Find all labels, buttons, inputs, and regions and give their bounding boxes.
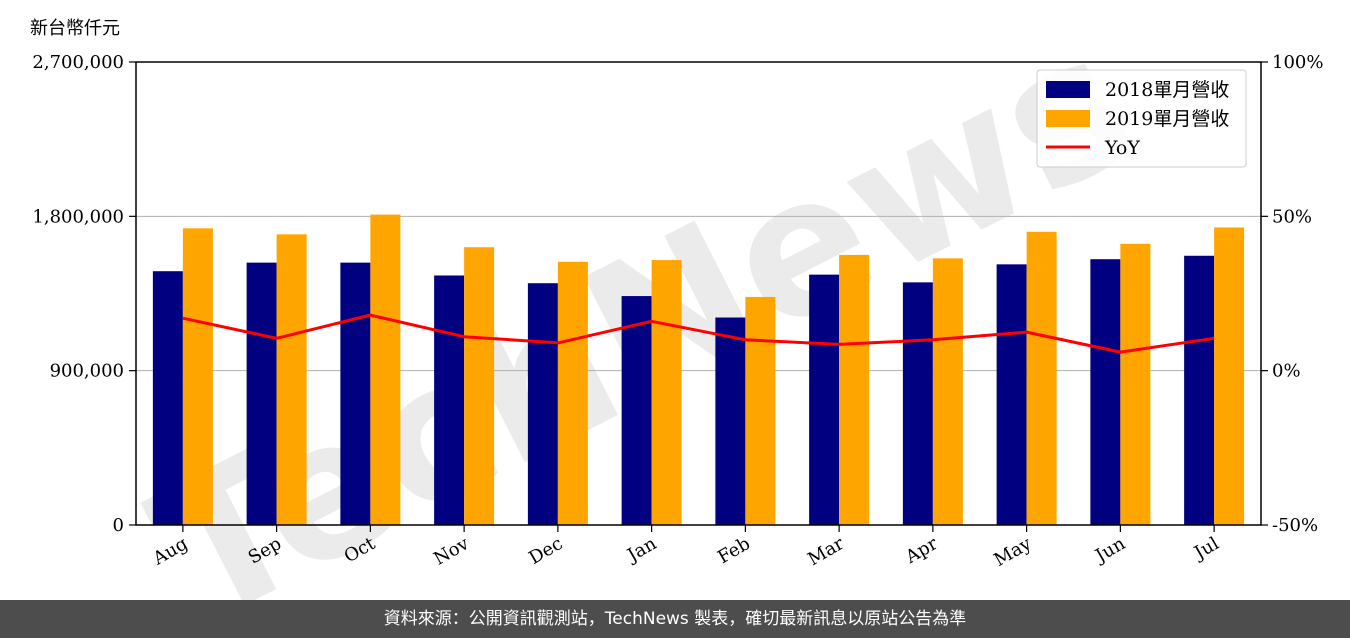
yoy-line	[182, 313, 1215, 354]
bar-2019-dec	[557, 261, 588, 525]
x-tick-label-may: May	[991, 533, 1036, 571]
bar-2019-jun	[1120, 243, 1151, 525]
bar-2018-jan	[621, 296, 652, 525]
bar-2018-nov	[434, 275, 465, 525]
x-tick-label-mar: Mar	[804, 533, 848, 570]
y-left-tick-label: 2,700,000	[32, 52, 124, 73]
y-left-tick-label: 900,000	[50, 361, 124, 382]
bar-2018-jun	[1090, 259, 1121, 525]
x-tick-label-feb: Feb	[714, 533, 754, 568]
legend: 2018單月營收 2019單月營收 YoY	[1036, 69, 1247, 168]
legend-item-2018-label: 2018單月營收	[1105, 79, 1229, 101]
y-right-tick-label: 0%	[1272, 361, 1301, 382]
bar-2019-nov	[464, 247, 495, 525]
legend-item-2018-swatch	[1046, 81, 1090, 98]
footer-source-note: 資料來源：公開資訊觀測站，TechNews 製表，確切最新訊息以原站公告為準	[0, 600, 1350, 638]
bar-2018-oct	[340, 262, 371, 525]
y-axis-unit-label: 新台幣仟元	[30, 18, 120, 39]
bar-2018-mar	[809, 274, 840, 525]
plot-frame	[135, 61, 1262, 526]
bar-2019-feb	[745, 296, 776, 525]
bar-2019-mar	[839, 254, 870, 525]
bar-2018-aug	[152, 271, 183, 525]
bar-2018-apr	[902, 282, 933, 525]
bar-2018-feb	[715, 317, 746, 525]
x-tick-label-jun: Jun	[1090, 533, 1129, 568]
bar-2019-oct	[370, 214, 401, 525]
yoy-line-layer	[182, 313, 1215, 354]
bar-2018-jul	[1184, 255, 1215, 525]
bars	[152, 214, 1245, 526]
bar-2018-dec	[527, 283, 558, 525]
bar-2019-sep	[276, 234, 307, 526]
bar-2019-apr	[932, 258, 963, 525]
bar-2019-may	[1026, 231, 1057, 525]
y-left-tick-label: 0	[113, 515, 124, 536]
y-right-tick-label: 50%	[1272, 206, 1312, 227]
bar-2018-may	[996, 264, 1027, 525]
bar-2018-sep	[246, 262, 277, 525]
y-right-tick-label: -50%	[1272, 515, 1318, 536]
legend-item-2019-swatch	[1046, 110, 1090, 127]
x-tick-label-jul: Jul	[1189, 533, 1223, 565]
grid-lines	[136, 215, 1261, 372]
revenue-chart: TechNews 0900,0001,800,0002,700,000-50%0…	[32, 0, 1323, 600]
y-left-tick-label: 1,800,000	[32, 206, 124, 227]
bar-2019-jan	[651, 260, 682, 525]
x-tick-label-dec: Dec	[525, 533, 566, 569]
legend-item-2019-label: 2019單月營收	[1105, 108, 1229, 130]
x-tick-label-apr: Apr	[901, 533, 941, 568]
y-right-tick-label: 100%	[1272, 52, 1323, 73]
legend-item-yoy-label: YoY	[1104, 137, 1140, 159]
bar-2019-aug	[182, 228, 213, 525]
x-tick-label-jan: Jan	[622, 533, 660, 567]
bar-2019-jul	[1214, 227, 1245, 526]
